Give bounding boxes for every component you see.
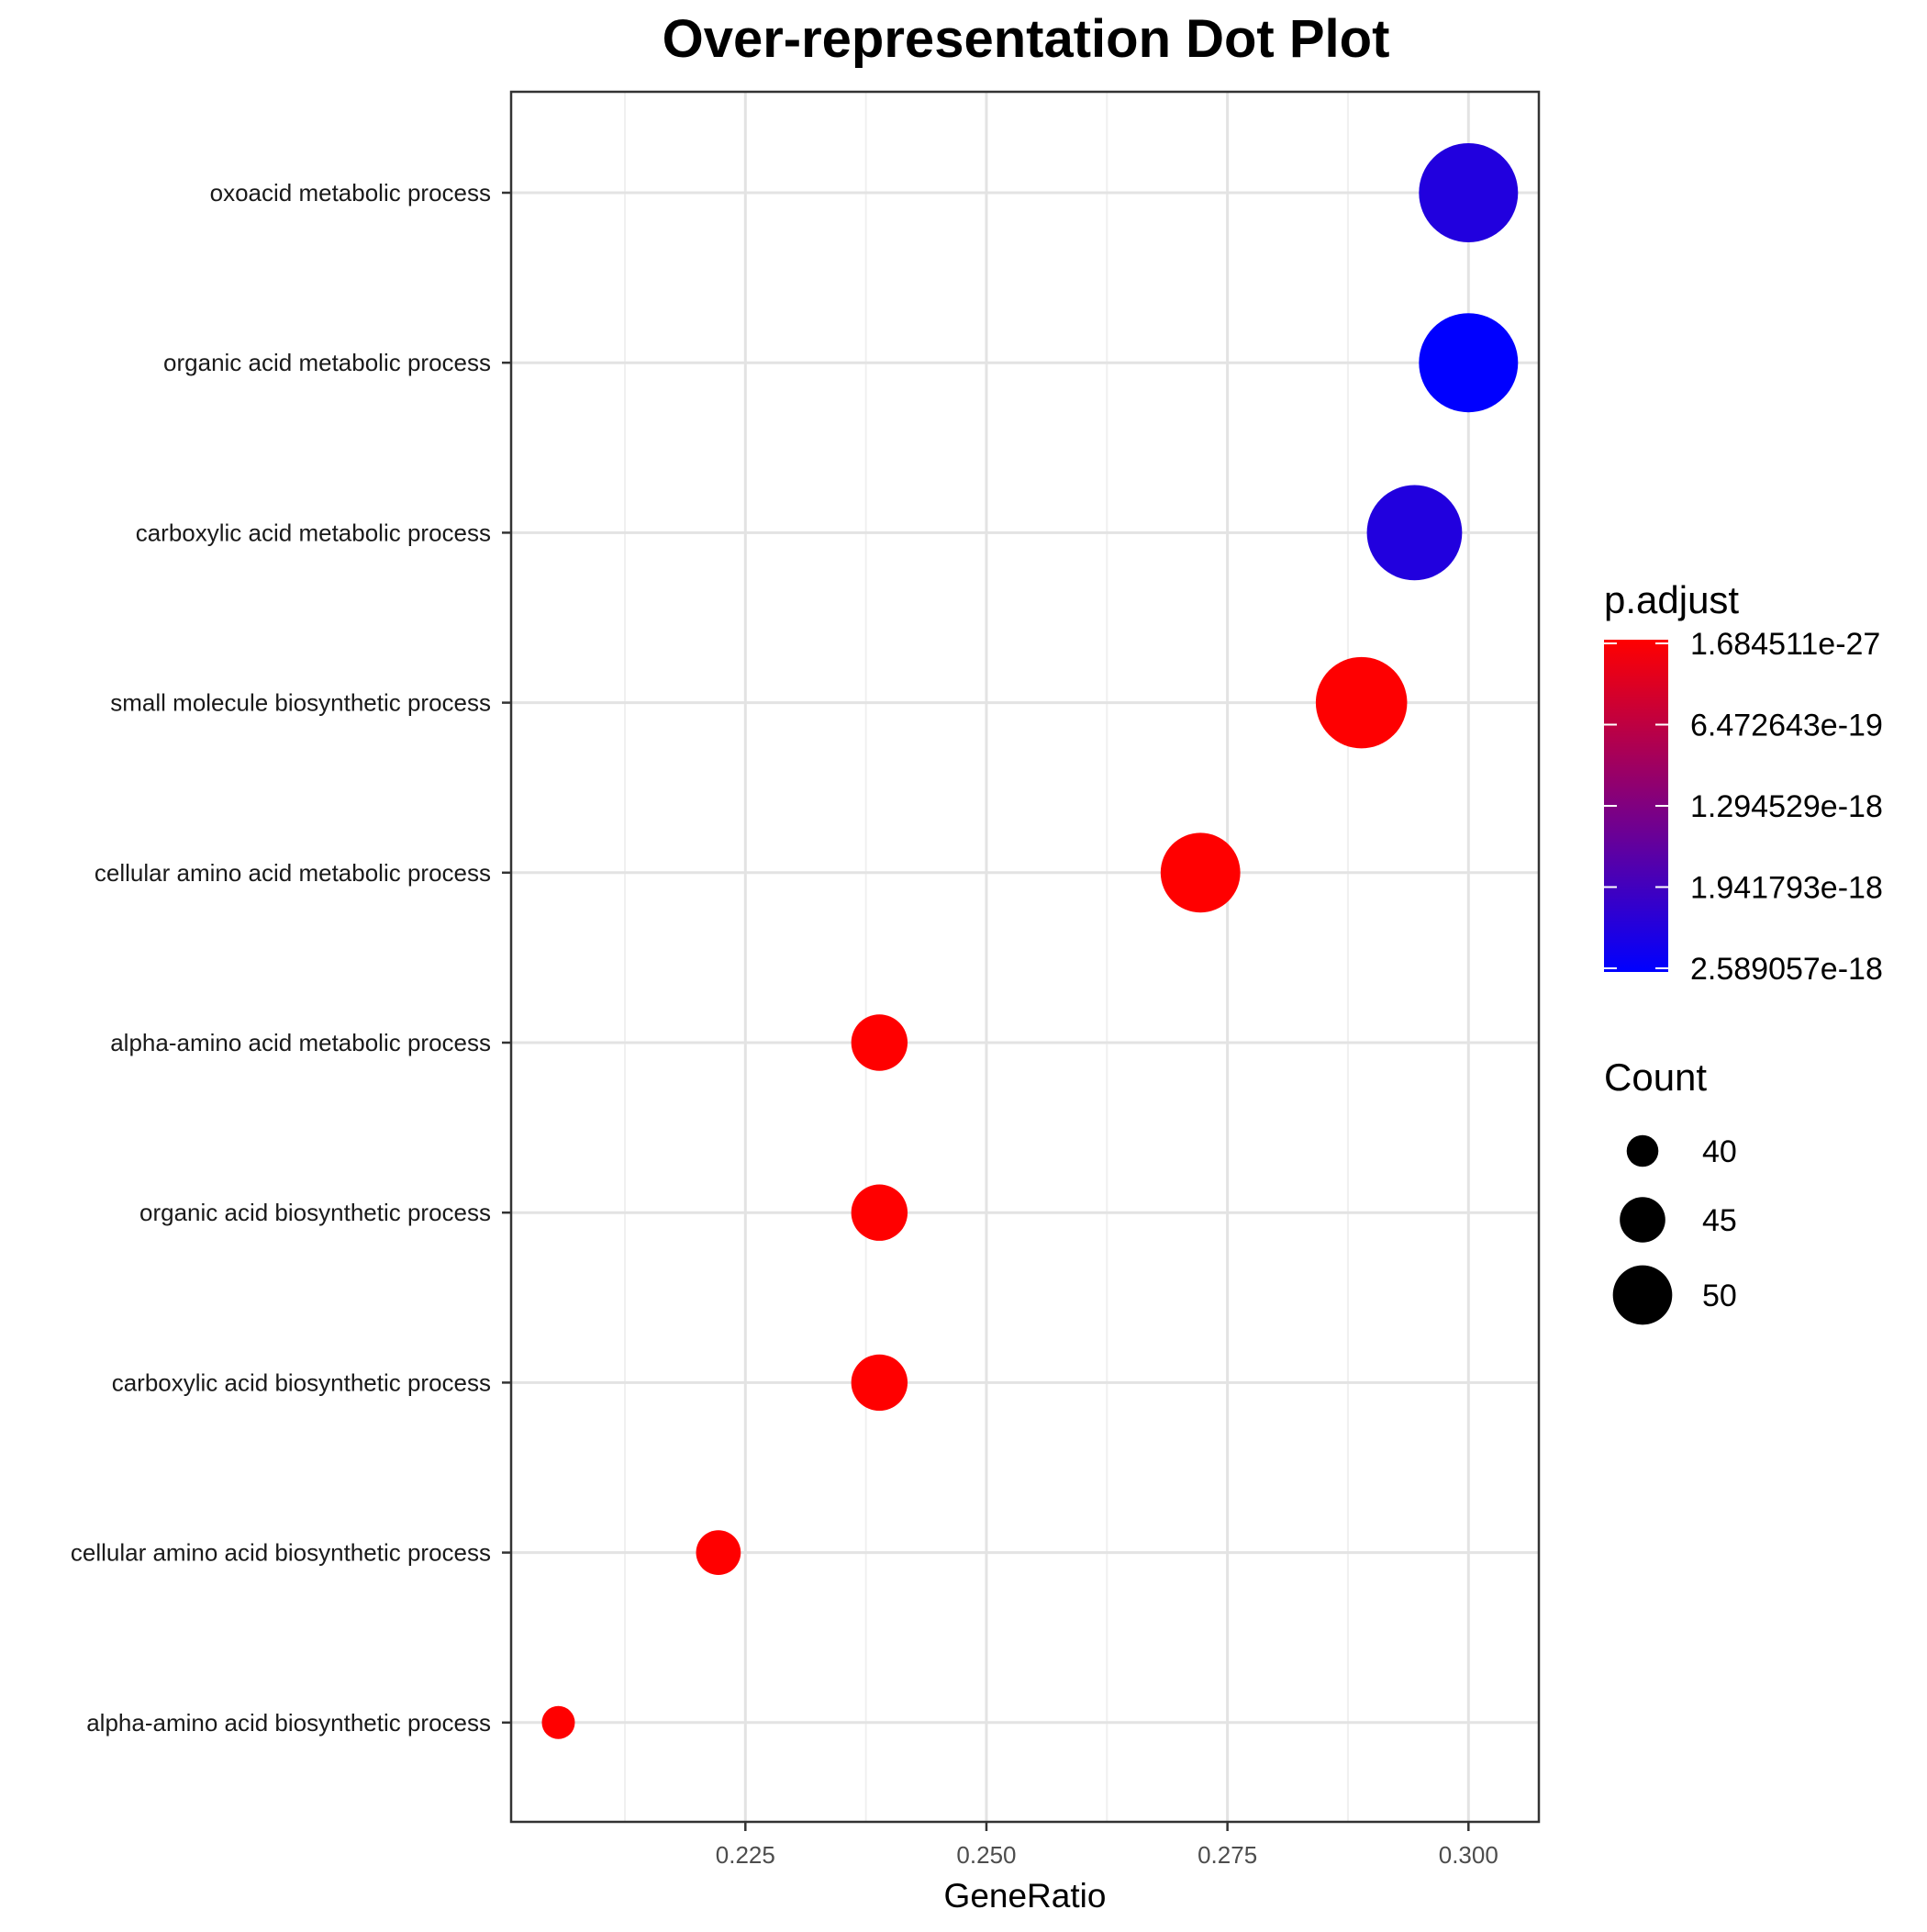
data-point bbox=[1419, 143, 1519, 242]
x-tick-label: 0.275 bbox=[1197, 1841, 1257, 1869]
y-tick-label: carboxylic acid metabolic process bbox=[136, 519, 491, 546]
data-point bbox=[1419, 313, 1519, 413]
size-legend-label: 40 bbox=[1702, 1134, 1737, 1169]
data-points bbox=[541, 143, 1519, 1739]
y-tick-label: alpha-amino acid biosynthetic process bbox=[86, 1709, 491, 1737]
size-legend-label: 50 bbox=[1702, 1279, 1737, 1313]
y-tick-label: oxoacid metabolic process bbox=[210, 179, 491, 207]
size-legend: 40 45 50 bbox=[1612, 1134, 1737, 1325]
data-point bbox=[851, 1014, 908, 1071]
color-legend-label: 1.941793e-18 bbox=[1690, 871, 1883, 906]
y-tick-label: organic acid biosynthetic process bbox=[139, 1199, 491, 1226]
color-legend-label: 2.589057e-18 bbox=[1690, 952, 1883, 987]
y-axis: oxoacid metabolic process organic acid me… bbox=[71, 179, 511, 1737]
plot-panel bbox=[511, 92, 1539, 1822]
y-tick-label: small molecule biosynthetic process bbox=[110, 689, 491, 717]
size-legend-dot bbox=[1612, 1265, 1673, 1325]
size-legend-dot bbox=[1620, 1197, 1665, 1243]
data-point bbox=[851, 1184, 908, 1241]
x-tick-label: 0.250 bbox=[956, 1841, 1016, 1869]
data-point bbox=[1366, 485, 1463, 581]
y-tick-label: carboxylic acid biosynthetic process bbox=[112, 1368, 491, 1396]
chart-title: Over-representation Dot Plot bbox=[663, 9, 1390, 69]
color-legend-label: 6.472643e-19 bbox=[1690, 709, 1883, 743]
y-tick-label: organic acid metabolic process bbox=[163, 349, 491, 376]
color-legend: 1.684511e-27 6.472643e-19 1.294529e-18 1.94… bbox=[1604, 627, 1883, 987]
y-tick-label: alpha-amino acid metabolic process bbox=[110, 1029, 491, 1056]
y-tick-label: cellular amino acid metabolic process bbox=[95, 859, 491, 887]
data-point bbox=[1160, 832, 1241, 913]
size-legend-title: Count bbox=[1604, 1055, 1707, 1099]
x-tick-label: 0.225 bbox=[716, 1841, 775, 1869]
data-point bbox=[541, 1705, 575, 1739]
data-point bbox=[696, 1530, 741, 1575]
y-tick-label: cellular amino acid biosynthetic process bbox=[71, 1539, 491, 1567]
data-point bbox=[1315, 656, 1408, 749]
size-legend-label: 45 bbox=[1702, 1203, 1737, 1238]
plot-border bbox=[509, 90, 1541, 1824]
x-tick-label: 0.300 bbox=[1439, 1841, 1498, 1869]
color-legend-title: p.adjust bbox=[1604, 578, 1739, 621]
color-legend-label: 1.684511e-27 bbox=[1690, 627, 1880, 662]
size-legend-dot bbox=[1626, 1134, 1659, 1167]
x-axis: 0.225 0.250 0.275 0.300 bbox=[716, 1822, 1498, 1869]
data-point bbox=[851, 1354, 908, 1412]
x-axis-title: GeneRatio bbox=[944, 1877, 1107, 1915]
grid-lines bbox=[511, 92, 1539, 1822]
color-legend-label: 1.294529e-18 bbox=[1690, 789, 1883, 824]
